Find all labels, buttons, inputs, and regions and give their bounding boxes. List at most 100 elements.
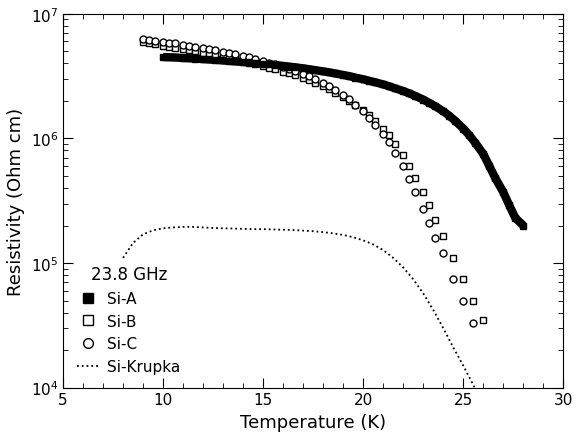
Si-C [306, 74, 313, 80]
Si-C [252, 57, 259, 62]
Si-Krupka [320, 230, 327, 235]
Si-Krupka [300, 229, 307, 234]
Line: Si-A: Si-A [160, 55, 526, 229]
Si-B [440, 234, 447, 239]
Si-Krupka [430, 307, 437, 313]
Si-C [351, 102, 358, 108]
Si-B [246, 61, 253, 66]
Si-C [160, 40, 166, 46]
Si-A [512, 216, 519, 221]
Si-C [432, 235, 438, 240]
Si-Krupka [330, 231, 337, 237]
Si-B [151, 42, 158, 48]
Si-C [146, 38, 153, 43]
Si-C [320, 81, 327, 86]
Si-C [311, 78, 318, 83]
Si-Krupka [460, 363, 467, 368]
Si-C [286, 67, 293, 72]
Si-B [426, 203, 433, 208]
Si-B [206, 52, 213, 57]
Si-B [306, 78, 313, 84]
Si-Krupka [350, 235, 357, 240]
Line: Si-Krupka: Si-Krupka [123, 227, 553, 438]
Si-B [412, 176, 419, 181]
Si-Krupka [160, 226, 166, 231]
Si-B [366, 113, 373, 119]
Si-C [280, 65, 287, 71]
Si-A [292, 66, 299, 71]
Si-Krupka [220, 226, 227, 231]
Si-C [326, 84, 333, 89]
Si-B [320, 85, 327, 90]
Si-B [470, 298, 477, 304]
Si-Krupka [470, 382, 477, 388]
Si-B [160, 44, 166, 49]
Si-Krupka [440, 326, 447, 331]
Si-B [340, 95, 347, 100]
Si-B [280, 70, 287, 75]
Si-C [140, 37, 147, 42]
Si-B [231, 58, 238, 63]
Si-C [246, 56, 253, 61]
Si-Krupka [209, 226, 216, 231]
Si-C [166, 41, 173, 46]
Si-C [400, 164, 407, 170]
Si-Krupka [370, 242, 377, 247]
Si-Krupka [180, 225, 187, 230]
Si-B [400, 153, 407, 158]
Si-Krupka [270, 227, 277, 233]
Si-B [240, 60, 246, 65]
Si-A [226, 59, 233, 64]
Si-B [140, 41, 147, 46]
Si-Krupka [280, 228, 287, 233]
Si-C [386, 141, 393, 146]
Si-C [426, 221, 433, 226]
Y-axis label: Resistivity (Ohm cm): Resistivity (Ohm cm) [7, 107, 25, 295]
Si-B [460, 276, 467, 282]
Si-C [460, 298, 467, 304]
Si-C [191, 45, 198, 50]
Si-Krupka [169, 225, 176, 230]
Si-B [186, 49, 193, 54]
Si-C [206, 47, 213, 53]
Si-B [266, 66, 273, 71]
Si-C [226, 51, 233, 57]
Si-B [346, 99, 353, 104]
Si-B [252, 62, 259, 67]
Si-B [260, 64, 267, 70]
Si-B [406, 164, 413, 170]
Si-B [220, 55, 227, 60]
Si-Krupka [129, 241, 136, 246]
Si-B [146, 42, 153, 47]
Legend: Si-A, Si-B, Si-C, Si-Krupka: Si-A, Si-B, Si-C, Si-Krupka [71, 260, 187, 380]
Si-C [300, 72, 307, 77]
Si-B [386, 133, 393, 138]
Si-Krupka [450, 345, 457, 350]
Si-B [432, 218, 438, 223]
Si-Krupka [490, 417, 497, 423]
Si-Krupka [420, 291, 427, 297]
Line: Si-C: Si-C [140, 36, 477, 327]
Si-Krupka [230, 226, 237, 232]
Si-C [366, 116, 373, 121]
Si-B [360, 109, 367, 114]
Si-C [340, 93, 347, 98]
Si-C [151, 39, 158, 44]
Si-C [260, 59, 267, 64]
Si-B [392, 142, 398, 148]
X-axis label: Temperature (K): Temperature (K) [240, 413, 386, 431]
Si-Krupka [360, 238, 367, 244]
Si-C [406, 177, 413, 183]
Si-C [212, 49, 219, 54]
Si-A [200, 57, 206, 63]
Si-C [172, 42, 179, 47]
Si-Krupka [140, 232, 147, 237]
Si-Krupka [380, 248, 387, 253]
Si-B [450, 256, 457, 261]
Si-B [326, 88, 333, 93]
Si-C [271, 63, 278, 68]
Si-Krupka [250, 227, 257, 232]
Si-Krupka [290, 228, 297, 233]
Si-C [200, 46, 206, 52]
Si-C [292, 69, 299, 74]
